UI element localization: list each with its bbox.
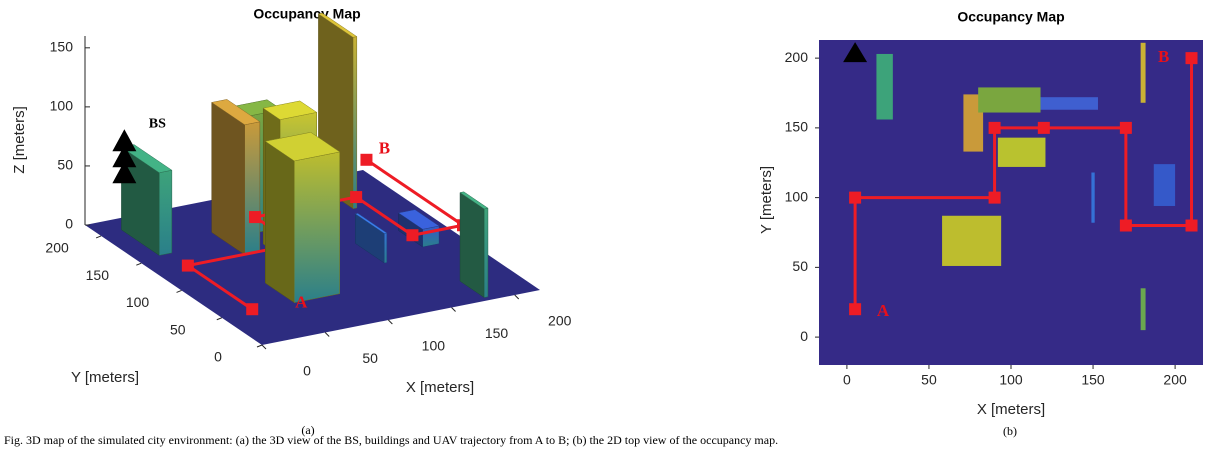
obstacle [1041, 97, 1098, 110]
y-axis-label: Y [meters] [71, 369, 139, 386]
panel-title: Occupancy Map [957, 9, 1064, 25]
annotation: B [379, 139, 390, 158]
y-tick-label: 0 [800, 328, 808, 344]
waypoint [182, 260, 194, 272]
waypoint [246, 303, 258, 315]
annotation: BS [843, 23, 859, 38]
panel-label: (a) [301, 423, 314, 437]
waypoint [1038, 122, 1050, 134]
obstacle [998, 138, 1046, 167]
waypoint [1120, 122, 1132, 134]
building-front-face [245, 122, 260, 255]
y-tick-label: 100 [785, 188, 809, 204]
waypoint [989, 192, 1001, 204]
x-tick-label: 100 [422, 338, 446, 354]
building-front-face [353, 37, 357, 209]
panel-label: (b) [1003, 424, 1017, 438]
building-left-face [212, 102, 245, 254]
y-tick-label: 0 [214, 349, 222, 365]
x-tick-label: 200 [1163, 372, 1187, 388]
building-left-face [460, 193, 484, 298]
obstacle [978, 87, 1040, 112]
x-axis-label: X [meters] [977, 401, 1045, 418]
obstacle [1141, 288, 1146, 330]
caption: Fig. 3D map of the simulated city enviro… [4, 433, 778, 447]
x-tick-label: 150 [485, 325, 509, 341]
annotation: BS [149, 116, 166, 131]
waypoint [849, 303, 861, 315]
waypoint [360, 154, 372, 166]
building-front-face [294, 152, 339, 303]
x-tick-label: 0 [303, 363, 311, 379]
x-tick [262, 345, 266, 349]
y-tick-label: 200 [45, 240, 69, 256]
waypoint [1186, 220, 1198, 232]
building [212, 99, 260, 254]
building-front-face [484, 208, 488, 297]
building-left-face [265, 141, 294, 302]
y-tick [136, 263, 141, 265]
building [265, 132, 339, 302]
x-axis-label: X [meters] [406, 379, 474, 396]
y-tick-label: 100 [126, 294, 150, 310]
obstacle [1091, 173, 1094, 223]
obstacle [1154, 164, 1175, 206]
x-tick-label: 150 [1081, 372, 1105, 388]
y-tick-label: 150 [86, 267, 110, 283]
y-tick [257, 345, 262, 347]
x-tick-label: 50 [921, 372, 937, 388]
annotation: A [295, 293, 308, 312]
y-tick [96, 236, 101, 238]
x-tick-label: 0 [843, 372, 851, 388]
x-tick-label: 50 [362, 350, 378, 366]
x-tick [388, 320, 392, 324]
figure: Fig. 3D map of the simulated city enviro… [0, 0, 1207, 447]
obstacle [876, 54, 892, 120]
waypoint [406, 229, 418, 241]
z-tick-label: 0 [65, 216, 73, 232]
x-tick-label: 200 [548, 313, 572, 329]
x-tick-label: 100 [999, 372, 1023, 388]
obstacle [942, 216, 1001, 266]
annotation: A [877, 301, 890, 320]
y-tick-label: 50 [792, 258, 808, 274]
y-axis-label: Y [meters] [758, 166, 775, 234]
waypoint [350, 191, 362, 203]
y-tick-label: 50 [170, 321, 186, 337]
waypoint [249, 211, 261, 223]
y-tick [217, 318, 222, 320]
waypoint [989, 122, 1001, 134]
y-tick-label: 200 [785, 49, 809, 65]
building [460, 192, 488, 298]
z-axis-label: Z [meters] [11, 106, 28, 174]
annotation: B [1158, 47, 1169, 66]
obstacle [1141, 43, 1146, 103]
building-front-face [384, 233, 387, 263]
waypoint [849, 192, 861, 204]
x-tick [515, 295, 519, 299]
page: {"chart_data": [ {"type": "bar3d", "titl… [0, 0, 1207, 447]
x-tick [325, 333, 329, 337]
x-tick [452, 308, 456, 312]
y-tick [177, 290, 182, 292]
panel-title: Occupancy Map [253, 6, 360, 22]
z-tick-label: 50 [57, 157, 73, 173]
z-tick-label: 150 [50, 39, 74, 55]
building-front-face [159, 170, 172, 255]
y-tick-label: 150 [785, 119, 809, 135]
z-tick-label: 100 [50, 98, 74, 114]
waypoint [1186, 52, 1198, 64]
waypoint [1120, 220, 1132, 232]
